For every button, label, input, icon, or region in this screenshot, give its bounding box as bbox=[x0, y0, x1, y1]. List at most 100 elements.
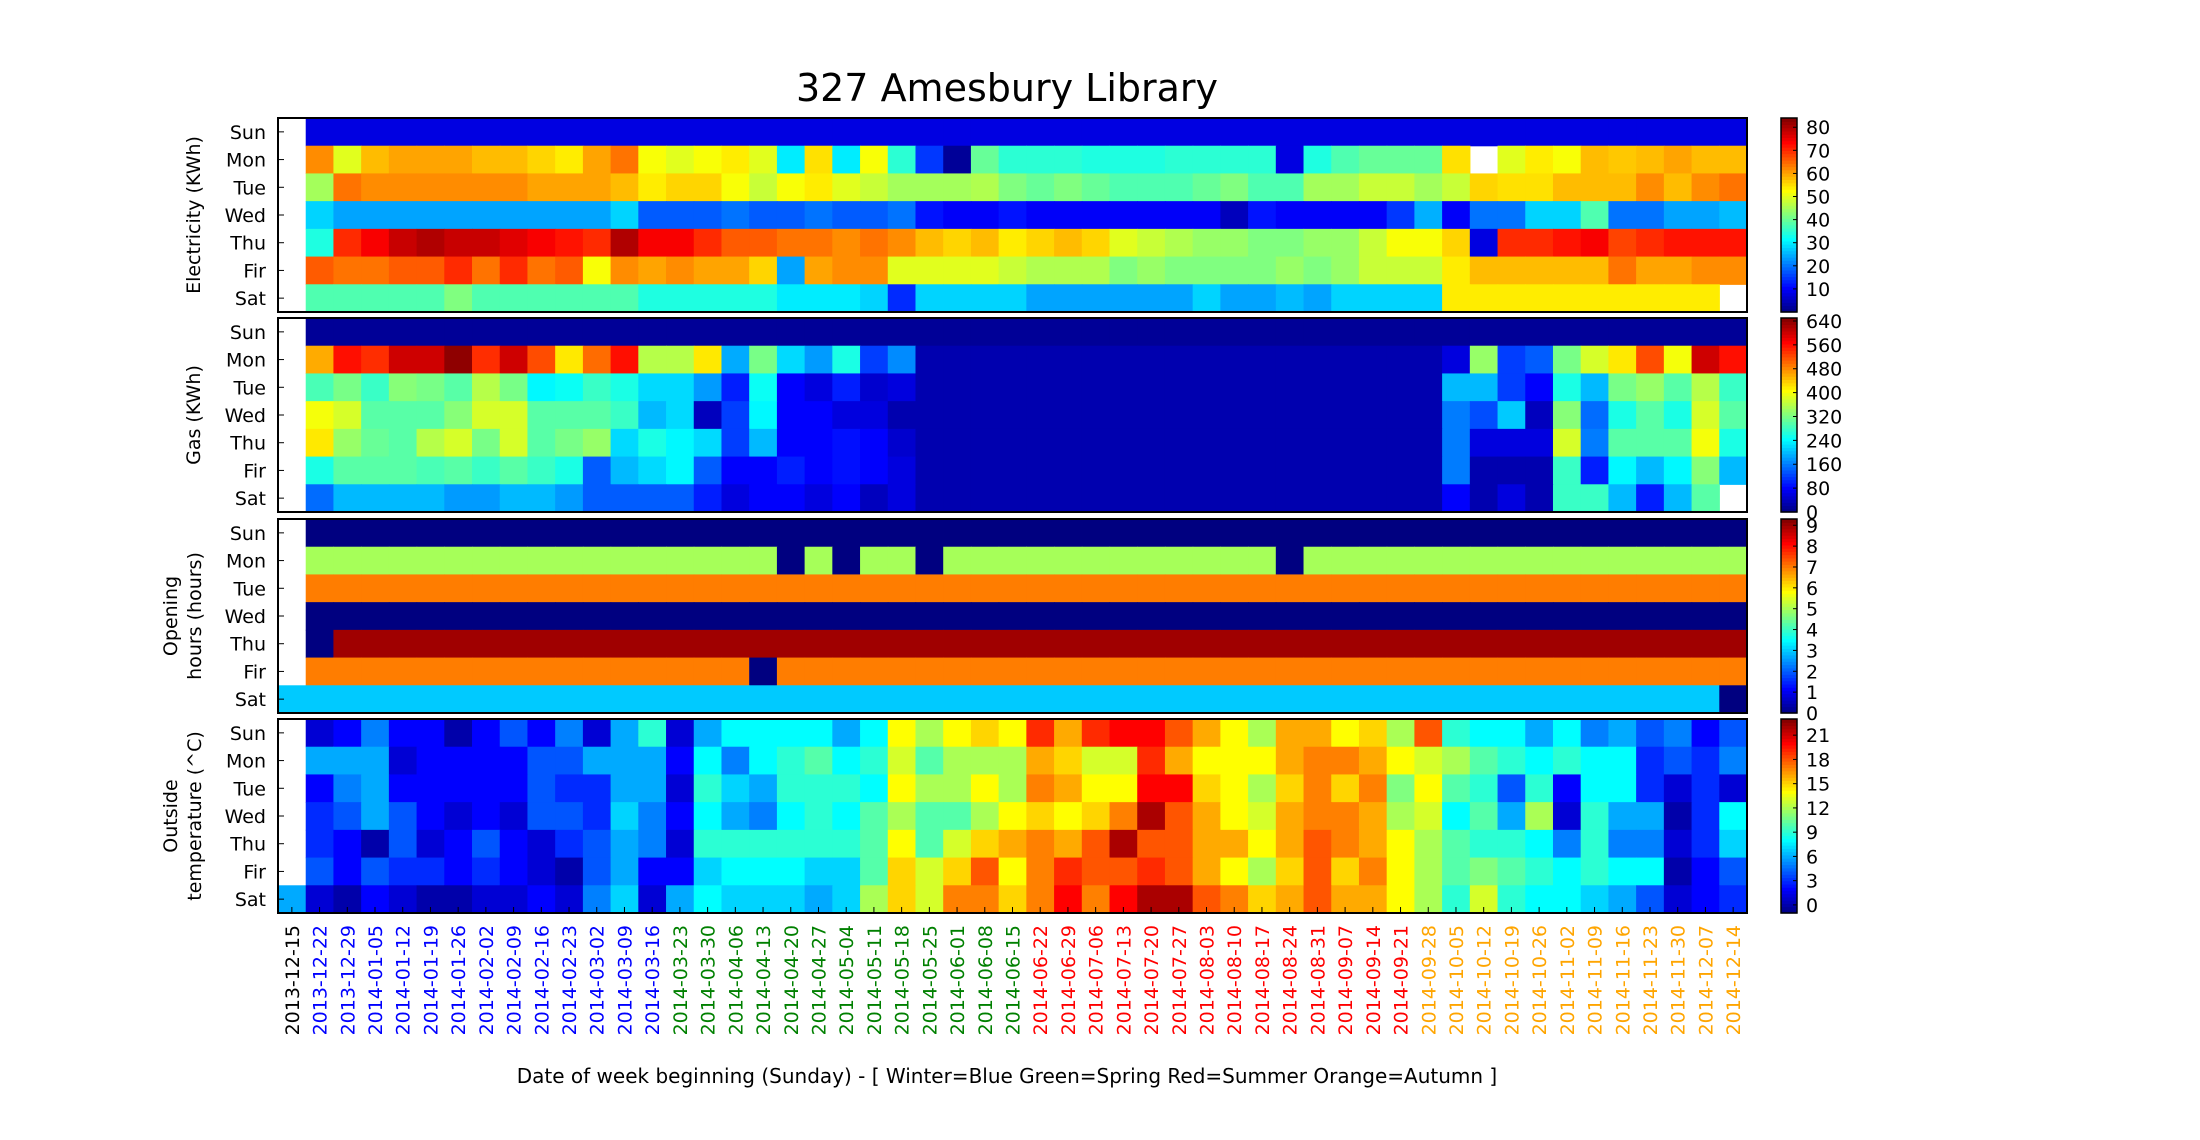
colorbar-band bbox=[1781, 519, 1797, 523]
heatmap-cell bbox=[1663, 173, 1693, 202]
heatmap-cell bbox=[860, 829, 889, 859]
heatmap-cell bbox=[1691, 401, 1720, 430]
x-tick-label: 2014-11-02 bbox=[1557, 925, 1579, 1035]
heatmap-cell bbox=[915, 456, 944, 485]
heatmap-cell bbox=[1525, 774, 1554, 803]
heatmap-cell bbox=[832, 484, 861, 513]
heatmap-cell bbox=[1026, 629, 1055, 659]
heatmap-cell bbox=[555, 657, 584, 686]
heatmap-cell bbox=[388, 719, 418, 748]
heatmap-cell bbox=[832, 657, 861, 686]
y-tick-label: Thu bbox=[229, 433, 266, 455]
heatmap-cell bbox=[1608, 228, 1637, 258]
heatmap-cell bbox=[1497, 145, 1526, 175]
x-axis-label: Date of week beginning (Sunday) - [ Wint… bbox=[517, 1064, 1497, 1088]
heatmap-cell bbox=[1026, 685, 1055, 714]
y-tick-label: Tue bbox=[233, 377, 266, 399]
heatmap-cell bbox=[555, 173, 584, 202]
heatmap-cell bbox=[915, 829, 944, 859]
heatmap-cell bbox=[860, 685, 889, 714]
heatmap-cell bbox=[1303, 629, 1332, 659]
x-tick-label: 2013-12-15 bbox=[282, 925, 304, 1035]
heatmap-cell bbox=[998, 774, 1027, 803]
heatmap-cell bbox=[804, 857, 833, 886]
colorbar-band bbox=[1781, 667, 1797, 672]
heatmap-cell bbox=[361, 774, 390, 803]
heatmap-cell bbox=[527, 145, 556, 175]
heatmap-cell bbox=[998, 829, 1027, 859]
heatmap-cell bbox=[1248, 546, 1277, 576]
heatmap-cell bbox=[1719, 401, 1748, 430]
heatmap-cell bbox=[1414, 829, 1443, 859]
heatmap-cell bbox=[804, 284, 833, 313]
heatmap-cell bbox=[388, 284, 418, 313]
heatmap-cell bbox=[721, 401, 750, 430]
colorbar-band bbox=[1781, 658, 1797, 662]
heatmap-cell bbox=[915, 629, 944, 659]
colorbar-band bbox=[1781, 525, 1797, 530]
heatmap-cell bbox=[388, 201, 418, 230]
x-tick-label: 2014-01-19 bbox=[420, 925, 442, 1035]
heatmap-cell bbox=[1552, 345, 1582, 375]
heatmap-cell bbox=[943, 519, 972, 548]
heatmap-cell bbox=[1026, 456, 1055, 485]
heatmap-cell bbox=[527, 519, 556, 548]
heatmap-cell bbox=[444, 284, 473, 313]
heatmap-cell bbox=[970, 857, 1000, 886]
heatmap-cell bbox=[444, 401, 473, 430]
colorbar-band bbox=[1781, 557, 1797, 562]
colorbar-band bbox=[1781, 130, 1797, 135]
x-tick-label: 2014-02-09 bbox=[504, 925, 526, 1035]
colorbar-tick-label: 240 bbox=[1806, 430, 1842, 452]
heatmap-cell bbox=[582, 774, 612, 803]
heatmap-cell bbox=[943, 373, 972, 402]
heatmap-cell bbox=[776, 574, 806, 603]
heatmap-cell bbox=[804, 345, 833, 375]
y-axis-label: Gas (KWh) bbox=[183, 365, 205, 465]
heatmap-cell bbox=[416, 719, 445, 748]
colorbar-tick-label: 60 bbox=[1806, 163, 1830, 185]
colorbar-band bbox=[1781, 124, 1797, 129]
heatmap-cell bbox=[1580, 629, 1610, 659]
heatmap-cell bbox=[1220, 857, 1249, 886]
colorbar-band bbox=[1781, 137, 1797, 142]
heatmap-cell bbox=[499, 746, 529, 776]
colorbar-band bbox=[1781, 773, 1797, 778]
heatmap-cell bbox=[1358, 829, 1388, 859]
heatmap-cell bbox=[832, 428, 861, 458]
heatmap-cell bbox=[1608, 145, 1637, 175]
heatmap-cell bbox=[1026, 574, 1055, 603]
colorbar-band bbox=[1781, 870, 1797, 875]
heatmap-cell bbox=[416, 456, 445, 485]
colorbar-tick-label: 4 bbox=[1806, 620, 1818, 642]
heatmap-cell bbox=[305, 401, 335, 430]
heatmap-cell bbox=[1192, 802, 1221, 831]
colorbar-band bbox=[1781, 770, 1797, 775]
heatmap-cell bbox=[1386, 519, 1415, 548]
colorbar-band bbox=[1781, 590, 1797, 594]
heatmap-cell bbox=[1580, 118, 1610, 147]
heatmap-cell bbox=[1137, 602, 1166, 631]
heatmap-cell bbox=[887, 318, 917, 347]
heatmap-cell bbox=[1469, 428, 1499, 458]
heatmap-cell bbox=[1525, 428, 1554, 458]
heatmap-cell bbox=[1248, 318, 1277, 347]
y-tick-label: Tue bbox=[233, 578, 266, 600]
heatmap-cell bbox=[499, 774, 529, 803]
heatmap-cell bbox=[1580, 256, 1610, 285]
heatmap-cell bbox=[721, 173, 750, 202]
heatmap-cell bbox=[444, 201, 473, 230]
colorbar-band bbox=[1781, 619, 1797, 624]
heatmap-cell bbox=[804, 629, 833, 659]
colorbar-band bbox=[1781, 279, 1797, 284]
heatmap-cell bbox=[361, 318, 390, 347]
heatmap-cell bbox=[943, 145, 972, 175]
colorbar-band bbox=[1781, 683, 1797, 688]
heatmap-cell bbox=[1303, 802, 1332, 831]
heatmap-cell bbox=[1109, 373, 1138, 402]
heatmap-cell bbox=[1054, 284, 1083, 313]
heatmap-cell bbox=[1081, 546, 1111, 576]
